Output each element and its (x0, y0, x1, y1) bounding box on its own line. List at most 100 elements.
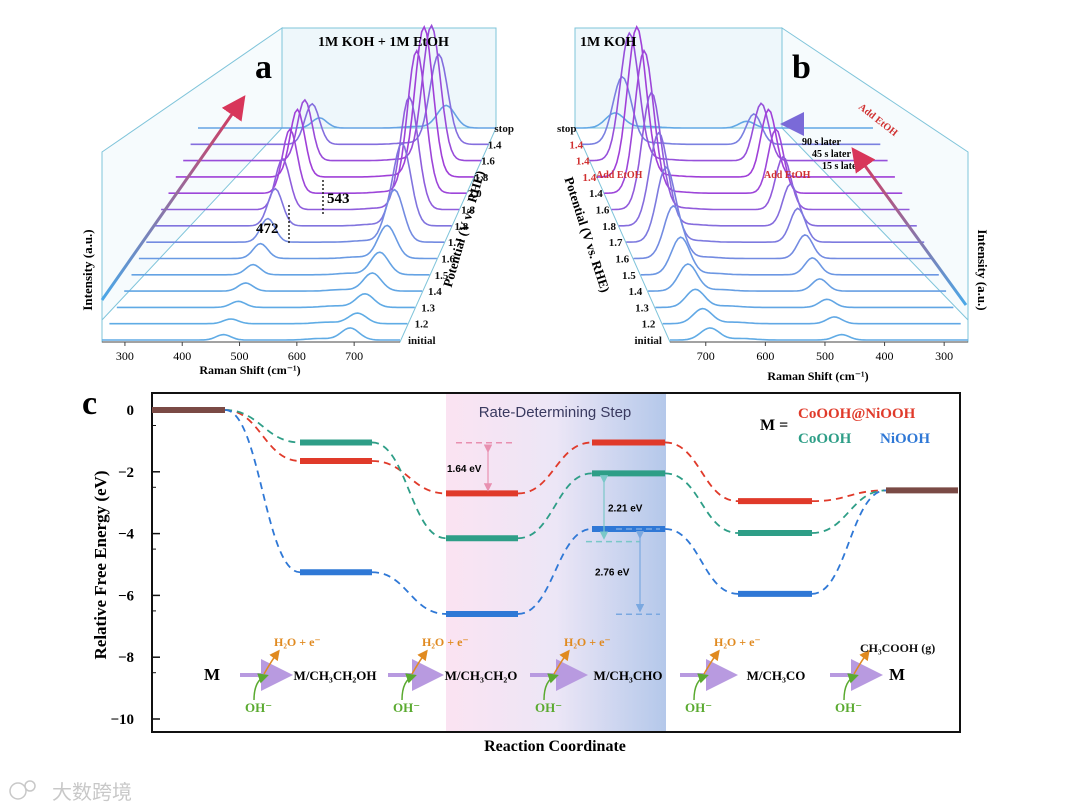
x-tick-label-4: 300 (935, 349, 953, 363)
spectrum-curve-12 (190, 52, 489, 146)
species-3: M/CH₃CHO (594, 668, 663, 683)
product-label: CH₃COOH (g) (860, 641, 935, 655)
potential-label-4: 1.5 (435, 270, 449, 282)
potential-label-7: 1.8 (455, 221, 469, 233)
oh-arrow-2 (543, 673, 559, 701)
panel-b-potential-arrow (851, 147, 968, 306)
spectrum-curve-12 (582, 75, 881, 146)
y-tick-label-2: −4 (118, 527, 135, 543)
reaction-scheme: M M/CH₃CH₂OH M/CH₃CH₂O M/CH₃CHO M/CH₃CO M OH⁻ H… (204, 635, 935, 715)
potential-label-8: 1.6 (596, 205, 610, 217)
gap-label-0: 1.64 eV (447, 464, 482, 475)
spectrum-curve-8 (161, 95, 460, 211)
panel-b-spectra (575, 25, 968, 341)
spectrum-curve-10 (596, 25, 895, 178)
x-tick-label-2: 500 (816, 349, 834, 363)
panel-a-title: 1M KOH + 1M EtOH (318, 35, 449, 50)
h2o-label-1: H₂O + e⁻ (422, 635, 469, 649)
panel-c: c Rate-Determining Step 0 −2 −4 −6 −8 −10 1.6… (82, 385, 961, 755)
oh-arrow-4 (843, 673, 859, 701)
spectrum-curve-5 (138, 224, 437, 260)
spectrum-curve-0 (670, 327, 968, 341)
watermark: 大数跨境 (9, 780, 132, 804)
potential-label-0: initial (634, 335, 662, 347)
h2o-label-0: H₂O + e⁻ (274, 635, 321, 649)
panel-c-y-ticks: 0 −2 −4 −6 −8 −10 (110, 403, 160, 728)
spectrum-curve-5 (633, 204, 932, 260)
species-1: M/CH₃CH₂OH (294, 668, 377, 683)
spectrum-curve-9 (604, 48, 903, 194)
potential-label-5: 1.6 (615, 253, 629, 265)
panel-b-title: 1M KOH (580, 35, 636, 50)
panel-a-xlabel: Raman Shift (cm⁻¹) (199, 363, 300, 377)
legend-coooh: CoOOH (798, 431, 852, 447)
connector-1-1 (371, 441, 447, 540)
y-tick-label-5: −10 (110, 712, 134, 728)
panel-a-potential-labels: stop 1.4 1.6 1.8 2.0 1.8 1.8 1.7 1.6 1.5 1.4 1.3 1.2… (408, 123, 514, 347)
connector-2-4 (811, 489, 887, 595)
spectrum-curve-4 (131, 251, 430, 276)
potential-label-2: 1.3 (635, 302, 649, 314)
potential-label-2: 1.3 (421, 302, 435, 314)
spectrum-curve-11 (183, 23, 482, 162)
rds-label: Rate-Determining Step (479, 404, 632, 421)
spectrum-curve-10 (175, 24, 474, 178)
oh-arrow-0 (253, 673, 269, 701)
potential-label-3: 1.4 (629, 286, 643, 298)
panel-c-connectors (224, 409, 887, 615)
connector-0-1 (371, 460, 447, 495)
panel-c-levels (152, 407, 958, 617)
connector-1-3 (664, 472, 739, 534)
h2o-arrow-2 (553, 649, 570, 675)
potential-label-3: 1.4 (428, 286, 442, 298)
panel-c-frame (151, 392, 961, 733)
x-tick-label-3: 400 (876, 349, 894, 363)
panel-b: stop 1.4 1.4 1.4 1.4 1.6 1.8 1.7 1.6 1.5 1.4 1.3 1.2… (557, 25, 990, 383)
potential-label-9: 1.4 (589, 188, 603, 200)
spectrum-curve-7 (153, 142, 452, 227)
y-tick-label-1: −2 (118, 465, 134, 481)
watermark-text: 大数跨境 (52, 781, 132, 804)
potential-label-13: stop (494, 123, 514, 135)
potential-label-13: stop (557, 123, 577, 135)
potential-label-12: 1.4 (488, 139, 502, 151)
time-label-15s: 15 s later (822, 161, 861, 172)
product-arrow (853, 649, 870, 675)
potential-label-11: 1.6 (481, 156, 495, 168)
h2o-arrow-0 (263, 649, 280, 675)
oh-label-3: OH⁻ (685, 700, 712, 715)
spectrum-curve-0 (102, 327, 400, 341)
panel-c-ylabel: Relative Free Energy (eV) (91, 471, 110, 660)
species-0: M (204, 665, 220, 684)
spectrum-curve-3 (124, 272, 423, 292)
spectrum-curve-13 (198, 104, 496, 129)
spectrum-curve-2 (655, 288, 954, 309)
spectrum-curve-6 (146, 188, 445, 243)
panel-b-letter: b (792, 49, 811, 86)
potential-label-0: initial (408, 335, 436, 347)
potential-label-10: 1.8 (474, 172, 488, 184)
species-5: M (889, 665, 905, 684)
potential-label-6: 1.7 (609, 237, 623, 249)
connector-2-1 (371, 571, 447, 615)
panel-b-x-ticks: 700 600 500 400 300 (697, 342, 953, 363)
h2o-arrow-3 (703, 649, 720, 675)
panel-a-ylabel: Intensity (a.u.) (80, 229, 95, 310)
panel-c-xlabel: Reaction Coordinate (484, 738, 626, 755)
x-tick-label-3: 600 (288, 349, 306, 363)
x-tick-label-1: 400 (173, 349, 191, 363)
h2o-arrow-1 (411, 649, 428, 675)
peak-472-label: 472 (256, 221, 279, 237)
h2o-label-3: H₂O + e⁻ (714, 635, 761, 649)
time-label-90s: 90 s later (802, 137, 841, 148)
oh-label-1: OH⁻ (393, 700, 420, 715)
x-tick-label-0: 700 (697, 349, 715, 363)
x-tick-label-0: 300 (116, 349, 134, 363)
spectrum-curve-1 (662, 307, 961, 325)
legend-coooh-niooh: CoOOH@NiOOH (798, 406, 916, 422)
potential-label-4: 1.5 (622, 270, 636, 282)
potential-label-6: 1.7 (448, 237, 462, 249)
species-4: M/CH₃CO (747, 668, 806, 683)
oh-label-4: OH⁻ (835, 700, 862, 715)
